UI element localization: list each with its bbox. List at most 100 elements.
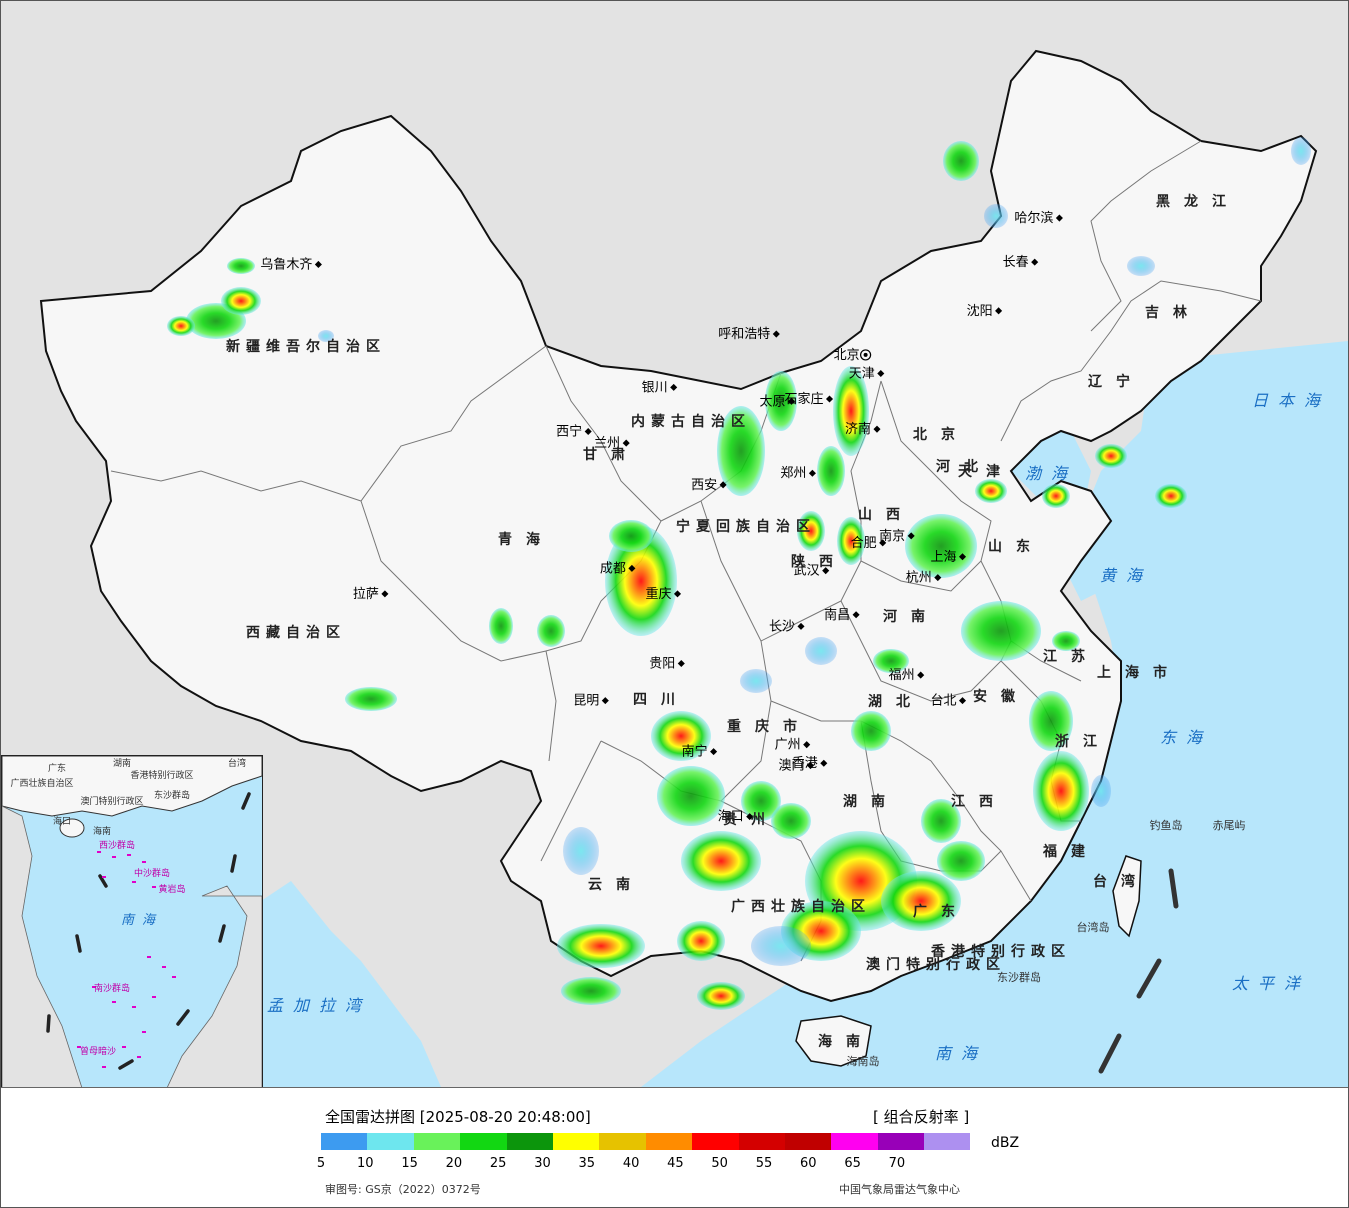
south-china-sea-inset: 广东 广西壮族自治区 湖南 台湾 香港特别行政区 澳门特别行政区 东沙群岛 海南 西沙群岛 中沙群… [1, 755, 263, 1089]
city-marker-icon [622, 439, 630, 447]
echo-cell-18 [1155, 484, 1187, 508]
city-16[interactable]: 合肥 [851, 536, 887, 551]
region-label-9: 山西 [858, 507, 914, 523]
city-marker-icon [787, 397, 796, 405]
city-label: 南宁 [682, 744, 708, 760]
region-label-19: 江西 [951, 793, 1007, 810]
city-marker-icon [381, 590, 389, 598]
agency-name: 中国气象局雷达气象中心 [839, 1183, 960, 1196]
product-name: [ 组合反射率 ] [873, 1108, 970, 1126]
city-15[interactable]: 武汉 [794, 564, 830, 579]
inset-island-13 [142, 1031, 146, 1033]
inset-island-7 [162, 966, 166, 968]
echo-cell-13 [837, 517, 865, 565]
city-4[interactable]: 银川 [642, 380, 678, 395]
city-label: 上海 [930, 550, 956, 565]
region-label-3: 甘肃 [583, 446, 639, 463]
city-7[interactable]: 天津 [849, 366, 885, 381]
city-27[interactable]: 广州 [775, 738, 811, 753]
inset-label-1: 广西壮族自治区 [10, 777, 73, 789]
echo-cell-12 [797, 511, 825, 551]
sea-area [641, 341, 1348, 1087]
city-24[interactable]: 贵阳 [649, 656, 685, 671]
city-label: 昆明 [573, 694, 599, 709]
city-6[interactable]: 北京 [834, 348, 872, 363]
inset-label-6: 东沙群岛 [154, 789, 190, 801]
city-10[interactable]: 济南 [845, 421, 881, 437]
city-25[interactable]: 昆明 [573, 694, 609, 709]
echo-cell-48 [805, 637, 837, 665]
city-29[interactable]: 澳门 [778, 758, 815, 774]
inset-label-11: 南海 [121, 913, 163, 928]
echo-cell-35 [1033, 751, 1089, 831]
city-14[interactable]: 重庆 [645, 586, 682, 602]
inset-island-17 [137, 1056, 141, 1058]
region-label-4: 内蒙古自治区 [631, 413, 751, 430]
region-label-20: 福建 [1042, 843, 1099, 860]
region-label-23: 江苏 [1043, 648, 1099, 665]
region-label-30: 北京 [913, 426, 969, 443]
sea-label-5: 太平洋 [1232, 974, 1310, 993]
echo-cell-46 [537, 615, 565, 647]
region-label-21: 浙江 [1055, 733, 1111, 750]
city-12[interactable]: 西安 [691, 478, 727, 493]
echo-cell-7 [609, 520, 653, 552]
city-2[interactable]: 西宁 [556, 423, 592, 439]
city-21[interactable]: 南昌 [824, 607, 860, 623]
echo-cell-25 [771, 803, 811, 839]
city-22[interactable]: 福州 [889, 668, 925, 683]
city-marker-icon [601, 697, 609, 705]
inset-island-18 [102, 1066, 106, 1068]
city-3[interactable]: 兰州 [594, 436, 630, 451]
color-seg-0 [321, 1133, 368, 1150]
echo-cell-9 [765, 371, 797, 431]
echo-cell-40 [873, 649, 909, 673]
city-5[interactable]: 呼和浩特 [718, 327, 780, 342]
color-seg-10 [784, 1133, 832, 1150]
echo-cell-1 [221, 287, 261, 315]
city-label: 澳门 [778, 758, 804, 774]
city-label: 南昌 [824, 607, 850, 623]
city-marker-icon [820, 759, 828, 767]
city-13[interactable]: 成都 [600, 561, 636, 576]
city-label: 兰州 [594, 436, 620, 451]
city-18[interactable]: 上海 [930, 550, 967, 565]
region-label-5: 宁夏回族自治区 [676, 518, 816, 535]
city-marker-icon [877, 369, 885, 378]
city-marker-icon [673, 590, 682, 598]
color-seg-12 [877, 1133, 925, 1150]
city-label: 成都 [600, 561, 626, 576]
dbz-tick-10: 10 [357, 1156, 374, 1171]
inset-island-4 [102, 876, 106, 878]
city-23[interactable]: 台北 [930, 694, 967, 709]
legend-panel: 全国雷达拼图 [2025-08-20 20:48:00] [ 组合反射率 ] 5… [1, 1087, 1348, 1207]
city-label: 乌鲁木齐 [260, 256, 312, 272]
city-20[interactable]: 长沙 [769, 619, 805, 634]
city-30[interactable]: 海口 [718, 810, 754, 825]
dbz-tick-35: 35 [578, 1156, 596, 1171]
city-marker-icon [803, 741, 811, 749]
sea-bay-of-bengal [261, 881, 441, 1087]
sea-label-2: 东海 [1160, 728, 1212, 747]
city-0[interactable]: 乌鲁木齐 [260, 256, 322, 272]
city-31[interactable]: 沈阳 [967, 304, 1003, 319]
echo-cell-43 [1127, 256, 1155, 276]
echo-cell-44 [1291, 137, 1311, 165]
city-label: 武汉 [794, 564, 820, 579]
city-11[interactable]: 郑州 [780, 466, 816, 481]
city-marker-icon [628, 564, 636, 572]
radar-map[interactable]: 乌鲁木齐 拉萨 西宁 兰州 银川 呼和浩特 北京 天津 石家庄 太原 济南 郑州 西安 成都 重庆 武汉 合肥南… [1, 1, 1348, 1089]
city-17[interactable]: 南京 [879, 528, 915, 544]
city-9[interactable]: 太原 [759, 394, 796, 409]
city-label: 杭州 [906, 571, 932, 586]
city-19[interactable]: 杭州 [906, 571, 942, 586]
region-label-25: 辽宁 [1088, 373, 1144, 390]
echo-cell-20 [1052, 631, 1080, 651]
city-8[interactable]: 石家庄 [784, 391, 834, 407]
city-1[interactable]: 拉萨 [353, 587, 389, 602]
city-label: 银川 [642, 380, 668, 395]
city-26[interactable]: 南宁 [682, 744, 718, 760]
